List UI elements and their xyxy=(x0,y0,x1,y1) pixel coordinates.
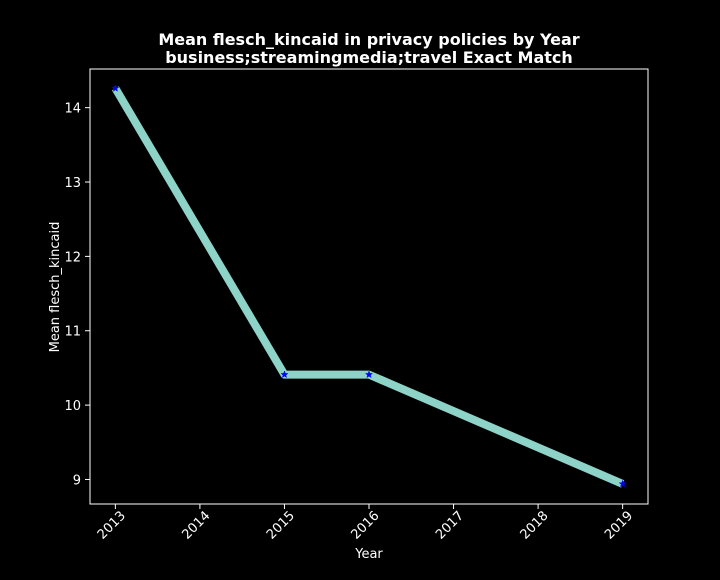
series-line xyxy=(111,86,625,488)
data-point-marker xyxy=(280,370,289,379)
y-axis-label: Mean flesch_kincaid xyxy=(48,222,63,353)
y-tick-label: 11 xyxy=(64,325,81,340)
y-tick-label: 9 xyxy=(73,473,81,488)
data-point-marker xyxy=(364,370,374,379)
y-tick-label: 12 xyxy=(64,250,81,265)
chart-title: Mean flesch_kincaid in privacy policies … xyxy=(158,30,579,49)
chart-subtitle: business;streamingmedia;travel Exact Mat… xyxy=(165,48,573,67)
y-tick-label: 14 xyxy=(64,102,81,117)
y-axis: 9 10 11 12 13 14 xyxy=(64,102,90,488)
y-tick-label: 10 xyxy=(64,399,81,414)
data-point-marker xyxy=(111,84,120,92)
data-point-marker xyxy=(618,479,627,488)
x-axis-label: Year xyxy=(354,547,383,562)
series-layer xyxy=(111,84,627,488)
y-tick-label: 13 xyxy=(64,176,81,191)
